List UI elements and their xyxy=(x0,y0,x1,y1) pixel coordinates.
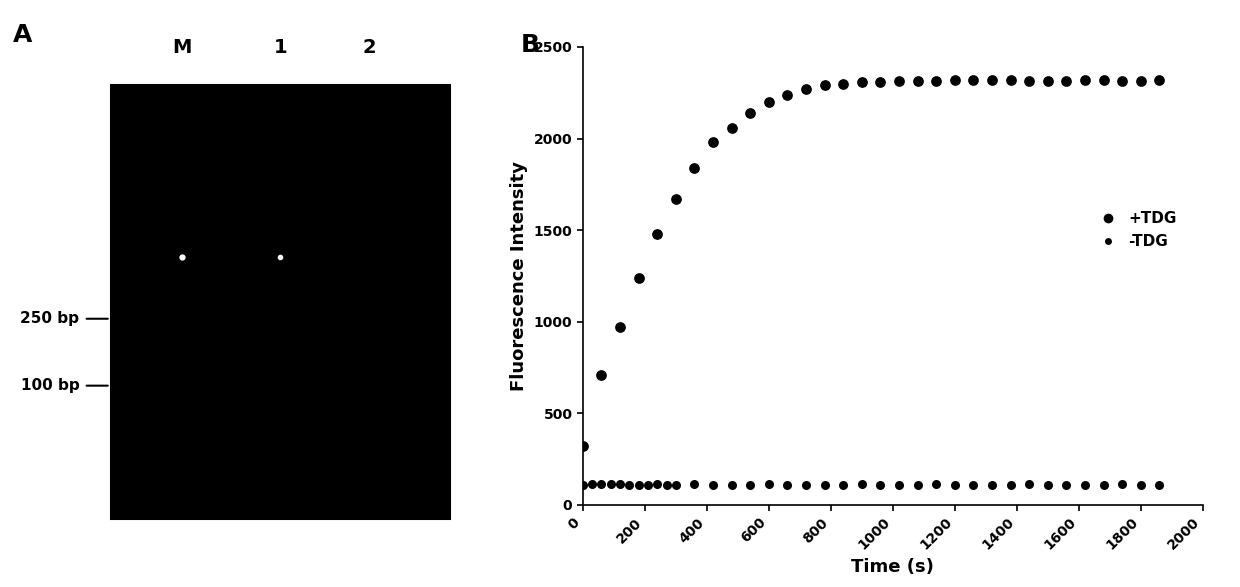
Point xyxy=(1131,480,1151,490)
Point xyxy=(889,480,909,490)
Point xyxy=(777,480,797,490)
Text: M: M xyxy=(172,38,192,56)
Point xyxy=(852,480,872,489)
Point xyxy=(1001,480,1021,490)
Point xyxy=(1094,75,1114,85)
Point xyxy=(945,75,965,85)
Point xyxy=(703,480,723,490)
Point xyxy=(629,273,649,282)
Point xyxy=(1112,480,1132,489)
Point xyxy=(647,480,667,489)
Point xyxy=(1056,480,1076,490)
Point xyxy=(1038,480,1058,490)
Text: 100 bp: 100 bp xyxy=(21,378,79,393)
Point xyxy=(657,480,677,490)
Point xyxy=(833,480,853,490)
Point xyxy=(684,480,704,489)
Point xyxy=(684,163,704,173)
Point xyxy=(982,75,1002,85)
Legend: +TDG, -TDG: +TDG, -TDG xyxy=(1092,211,1177,249)
Point xyxy=(740,108,760,117)
Point xyxy=(945,480,965,490)
Point xyxy=(666,480,686,490)
Point xyxy=(1075,75,1095,85)
Point xyxy=(815,480,835,490)
Point xyxy=(1019,480,1039,489)
Point xyxy=(637,480,657,490)
Point xyxy=(833,79,853,88)
Point xyxy=(870,77,890,86)
Point xyxy=(610,480,630,489)
Point xyxy=(740,480,760,490)
Point xyxy=(908,76,928,86)
Point xyxy=(1149,75,1169,85)
Point xyxy=(815,81,835,90)
Point xyxy=(1112,76,1132,86)
Point xyxy=(1001,75,1021,85)
Point xyxy=(759,480,779,489)
Text: 2: 2 xyxy=(363,38,376,56)
Text: 1: 1 xyxy=(274,38,286,56)
Point xyxy=(908,480,928,490)
Point xyxy=(870,480,890,490)
Point xyxy=(1094,480,1114,490)
Point xyxy=(591,479,611,488)
Text: A: A xyxy=(12,23,32,47)
Point xyxy=(647,229,667,238)
Point xyxy=(666,194,686,204)
Bar xyxy=(110,85,450,519)
Point xyxy=(1075,480,1095,490)
Point xyxy=(759,97,779,107)
Point xyxy=(777,90,797,99)
Point xyxy=(610,322,630,332)
Point xyxy=(796,85,816,94)
Point xyxy=(889,76,909,86)
Point xyxy=(600,480,620,489)
Point xyxy=(963,75,983,85)
Point xyxy=(591,370,611,379)
Point xyxy=(573,480,593,490)
Point xyxy=(1131,76,1151,86)
Point xyxy=(926,76,946,86)
Point xyxy=(926,480,946,489)
Point xyxy=(582,480,601,489)
Point xyxy=(573,441,593,451)
Text: B: B xyxy=(521,33,539,57)
Point xyxy=(1149,480,1169,490)
Point xyxy=(852,77,872,86)
Point xyxy=(722,480,742,490)
Point xyxy=(1038,76,1058,86)
Point xyxy=(796,480,816,490)
X-axis label: Time (s): Time (s) xyxy=(852,558,934,576)
Point xyxy=(1056,76,1076,86)
Point xyxy=(982,480,1002,490)
Y-axis label: Fluorescence Intensity: Fluorescence Intensity xyxy=(510,161,528,391)
Point xyxy=(1019,76,1039,86)
Point xyxy=(703,137,723,147)
Point xyxy=(963,480,983,490)
Point xyxy=(722,123,742,132)
Point xyxy=(629,480,649,490)
Text: 250 bp: 250 bp xyxy=(20,311,79,326)
Point xyxy=(619,480,640,490)
